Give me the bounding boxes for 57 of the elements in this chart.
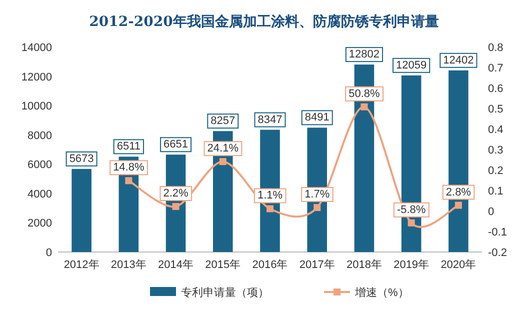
data-label: 8347	[258, 114, 282, 126]
point	[172, 202, 180, 210]
point	[219, 158, 226, 166]
x-tick-label: 2020年	[440, 259, 476, 271]
point	[408, 219, 415, 226]
data-label: 2.2%	[163, 187, 189, 200]
data-label: 12059	[396, 59, 427, 72]
y-tick-label: 4000	[28, 188, 52, 200]
data-label: -5.8%	[396, 204, 426, 216]
x-tick-label: 2013年	[110, 259, 146, 271]
y2-tick-label: 0.4	[488, 124, 504, 136]
y2-tick-label: -0.1	[488, 226, 507, 238]
y-tick-label: 8000	[28, 130, 52, 142]
data-label: 6511	[116, 140, 140, 153]
y2-tick-label: -0.2	[488, 247, 507, 259]
data-label: 8257	[210, 115, 236, 128]
point	[314, 204, 321, 212]
y2-tick-label: 0.3	[488, 144, 504, 156]
y-tick-label: 2000	[28, 218, 52, 230]
data-label: 5673	[69, 152, 94, 165]
data-label: 14.8%	[113, 162, 144, 174]
chart-title: 2012-2020年我国金属加工涂料、防腐防锈专利申请量	[89, 13, 439, 30]
x-tick-label: 2018年	[346, 259, 382, 271]
y-tick-label: 0	[46, 247, 52, 259]
y2-tick-label: 0.2	[488, 165, 504, 177]
y2-tick-label: 0.7	[488, 62, 504, 74]
x-tick-label: 2016年	[252, 259, 288, 271]
y2-tick-label: 0.8	[488, 42, 504, 54]
point	[360, 103, 368, 110]
y2-tick-label: 0	[488, 206, 494, 218]
y-tick-label: 6000	[28, 159, 52, 172]
data-label: 2.8%	[446, 186, 472, 198]
y2-tick-label: 0.6	[488, 83, 504, 95]
legend-label: 增速（%）	[354, 286, 409, 299]
legend-label: 专利申请量（项）	[181, 286, 269, 299]
x-tick-label: 2015年	[205, 259, 241, 271]
data-label: 1.7%	[304, 188, 330, 201]
y-tick-label: 12000	[21, 71, 52, 84]
point	[454, 202, 462, 209]
point	[266, 205, 274, 212]
x-tick-label: 2019年	[394, 259, 430, 271]
point	[125, 177, 132, 184]
x-tick-label: 2014年	[158, 259, 194, 271]
data-label: 12802	[348, 48, 380, 61]
data-label: 12402	[443, 54, 474, 66]
y2-tick-label: 0.1	[488, 186, 504, 198]
x-tick-label: 2012年	[64, 259, 100, 271]
x-tick-label: 2017年	[299, 259, 335, 271]
bar	[72, 168, 92, 252]
y-tick-label: 10000	[21, 100, 52, 113]
data-label: 50.8%	[348, 88, 380, 100]
data-label: 24.1%	[207, 142, 239, 155]
data-label: 1.1%	[257, 190, 283, 202]
data-label: 6651	[164, 138, 188, 151]
y2-tick-label: 0.5	[488, 104, 504, 116]
y-tick-label: 14000	[21, 42, 52, 54]
data-label: 8491	[304, 112, 330, 124]
